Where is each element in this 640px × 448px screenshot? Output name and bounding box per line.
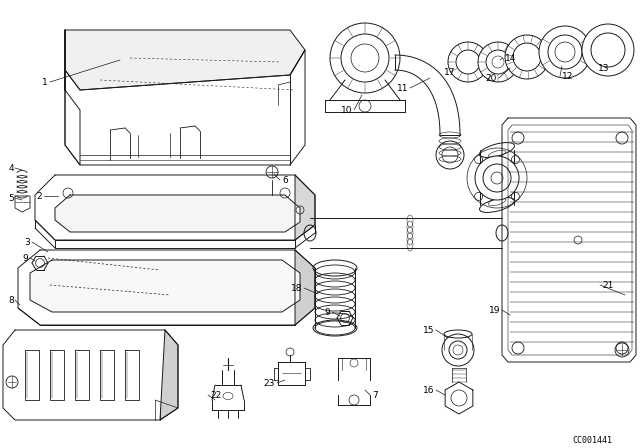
Circle shape bbox=[330, 23, 400, 93]
Text: 5: 5 bbox=[8, 194, 14, 202]
Text: 9: 9 bbox=[22, 254, 28, 263]
Text: 3: 3 bbox=[24, 237, 30, 246]
Circle shape bbox=[448, 42, 488, 82]
Text: 20: 20 bbox=[486, 73, 497, 82]
Text: 18: 18 bbox=[291, 284, 302, 293]
Text: 1: 1 bbox=[42, 78, 48, 86]
Polygon shape bbox=[30, 260, 300, 312]
Polygon shape bbox=[65, 30, 80, 165]
Polygon shape bbox=[295, 250, 315, 325]
Polygon shape bbox=[55, 195, 300, 232]
Polygon shape bbox=[160, 330, 178, 420]
Text: 11: 11 bbox=[397, 83, 408, 92]
Polygon shape bbox=[502, 118, 636, 362]
Text: 19: 19 bbox=[488, 306, 500, 314]
Text: 10: 10 bbox=[340, 105, 352, 115]
Polygon shape bbox=[65, 50, 305, 165]
Circle shape bbox=[582, 24, 634, 76]
Polygon shape bbox=[295, 175, 315, 240]
Text: 8: 8 bbox=[8, 296, 14, 305]
Text: 14: 14 bbox=[505, 53, 516, 63]
Circle shape bbox=[442, 334, 474, 366]
Text: 12: 12 bbox=[562, 72, 573, 81]
Circle shape bbox=[478, 42, 518, 82]
Text: 13: 13 bbox=[598, 64, 609, 73]
Polygon shape bbox=[3, 330, 178, 420]
Text: 2: 2 bbox=[36, 191, 42, 201]
Circle shape bbox=[505, 35, 549, 79]
Text: 21: 21 bbox=[602, 280, 613, 289]
Polygon shape bbox=[18, 250, 315, 325]
Polygon shape bbox=[35, 175, 315, 240]
Text: 17: 17 bbox=[444, 68, 455, 77]
Polygon shape bbox=[65, 30, 305, 90]
Text: 23: 23 bbox=[264, 379, 275, 388]
Text: 16: 16 bbox=[422, 385, 434, 395]
Circle shape bbox=[475, 156, 519, 200]
Text: 9: 9 bbox=[324, 307, 330, 316]
Text: CC001441: CC001441 bbox=[572, 435, 612, 444]
Circle shape bbox=[539, 26, 591, 78]
Text: 4: 4 bbox=[8, 164, 14, 172]
Text: 22: 22 bbox=[210, 391, 221, 400]
Text: 7: 7 bbox=[372, 391, 378, 400]
Text: 6: 6 bbox=[282, 176, 288, 185]
Text: 15: 15 bbox=[422, 326, 434, 335]
